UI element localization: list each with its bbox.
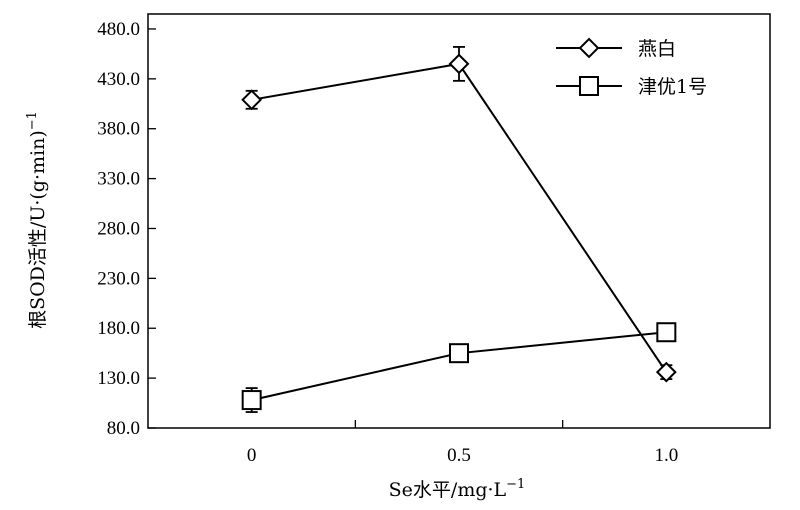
- x-axis-title: Se水平/mg·L−1: [389, 477, 526, 501]
- series-line: [251, 62, 668, 373]
- series-line: [251, 331, 667, 402]
- data-point-square: [656, 322, 677, 343]
- data-point-diamond: [448, 53, 470, 75]
- x-axis-title-text: Se水平/mg·L: [389, 479, 507, 501]
- series-layer: [241, 46, 677, 413]
- legend-label: 津优1号: [638, 76, 707, 98]
- plot-frame: [147, 13, 771, 429]
- y-tick-label: 280.0: [97, 218, 140, 239]
- x-tick-label: 1.0: [654, 445, 678, 466]
- y-axis-title: 根SOD活性/U·(g·min)−1: [25, 111, 49, 329]
- legend-label: 燕白: [638, 38, 676, 60]
- data-point-diamond: [241, 89, 263, 111]
- x-axis-title-superscript: −1: [506, 477, 525, 492]
- data-point-diamond: [655, 361, 677, 383]
- series-yanbai: [241, 46, 677, 383]
- y-axis-ticks: 80.0 130.0 180.0 230.0 280.0 330.0 380.0 430.0 4…: [97, 19, 156, 439]
- y-axis-title-text: 根SOD活性/U·(g·min): [27, 130, 49, 329]
- data-point-square: [241, 390, 262, 411]
- y-tick-label: 180.0: [97, 318, 140, 339]
- y-tick-label: 430.0: [97, 69, 140, 90]
- y-tick-label: 480.0: [97, 19, 140, 40]
- x-tick-label: 0: [247, 445, 257, 466]
- y-tick-label: 80.0: [107, 418, 140, 439]
- y-tick-label: 330.0: [97, 169, 140, 190]
- x-axis-ticks: 0 0.5 1.0: [247, 420, 678, 466]
- legend-marker-diamond: [578, 37, 600, 59]
- y-tick-label: 380.0: [97, 119, 140, 140]
- legend-marker-square: [579, 76, 599, 96]
- series-jinyou-1: [241, 322, 677, 413]
- x-tick-label: 0.5: [447, 445, 471, 466]
- y-tick-label: 130.0: [97, 368, 140, 389]
- y-axis-title-superscript: −1: [25, 111, 40, 130]
- data-point-square: [449, 343, 469, 364]
- y-tick-label: 230.0: [97, 268, 140, 289]
- plot-frame-rect: [147, 13, 771, 429]
